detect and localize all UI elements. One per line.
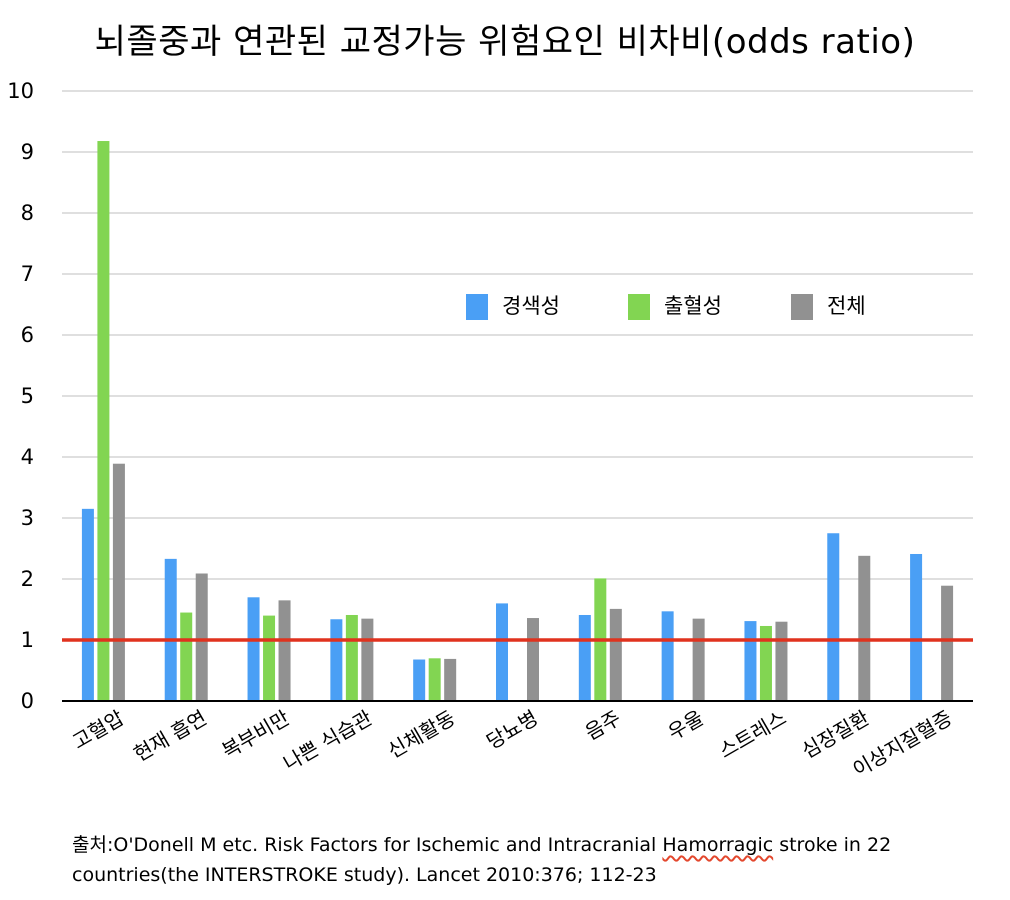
y-tick-label: 2 — [21, 567, 34, 591]
legend-label: 출혈성 — [664, 294, 722, 318]
source-text-suffix: stroke in 22 countries(the INTERSTROKE s… — [72, 834, 892, 886]
legend-swatch — [791, 294, 813, 320]
bar — [81, 508, 94, 701]
bar — [428, 658, 441, 701]
bar — [413, 659, 426, 701]
bar — [195, 573, 208, 701]
bar — [444, 658, 457, 701]
y-tick-label: 3 — [21, 506, 34, 530]
x-tick-label: 우울 — [664, 706, 708, 745]
bar — [345, 614, 358, 701]
bar — [164, 558, 177, 701]
x-tick-label: 스트레스 — [715, 706, 791, 764]
bar — [263, 615, 276, 701]
bar — [827, 533, 840, 701]
y-tick-label: 6 — [21, 323, 34, 347]
x-tick-label: 현재 흡연 — [129, 706, 210, 767]
legend-swatch — [628, 294, 650, 320]
bar — [578, 614, 591, 701]
bar — [496, 603, 508, 701]
bar — [910, 553, 923, 701]
spellcheck-flagged-word: Hamorragic — [662, 834, 774, 856]
source-note: 출처:O'Donell M etc. Risk Factors for Isch… — [72, 830, 982, 890]
bar — [692, 618, 705, 701]
legend-swatch — [466, 294, 488, 320]
x-tick-label: 나쁜 식습관 — [279, 706, 376, 776]
legend-label: 경색성 — [502, 294, 560, 318]
y-axis-tick-labels: 0 1 2 3 4 5 6 7 8 9 10 — [7, 79, 34, 713]
chart-title: 뇌졸중과 연관된 교정가능 위험요인 비차비(odds ratio) — [94, 22, 916, 62]
bars — [81, 141, 954, 701]
y-tick-label: 10 — [7, 79, 34, 103]
bar — [661, 611, 674, 701]
y-tick-label: 1 — [21, 628, 34, 652]
bar — [180, 612, 193, 701]
bar — [941, 585, 954, 701]
bar — [775, 621, 788, 701]
y-tick-label: 7 — [21, 262, 34, 286]
gridlines — [62, 90, 973, 641]
bar — [609, 608, 622, 701]
x-tick-label: 신체활동 — [383, 706, 459, 764]
y-tick-label: 4 — [21, 445, 34, 469]
x-tick-label: 음주 — [581, 706, 625, 745]
bar — [247, 597, 260, 701]
bar — [527, 618, 539, 701]
y-tick-label: 8 — [21, 201, 34, 225]
y-tick-label: 9 — [21, 140, 34, 164]
bar — [858, 555, 871, 701]
legend: 경색성 출혈성 전체 — [466, 294, 866, 320]
bar — [361, 618, 374, 701]
bar — [744, 621, 757, 701]
legend-label: 전체 — [827, 294, 866, 318]
bar — [330, 619, 343, 701]
x-tick-label: 당뇨병 — [482, 706, 542, 754]
bar — [112, 463, 125, 701]
y-tick-label: 5 — [21, 384, 34, 408]
bar — [278, 600, 291, 701]
y-tick-label: 0 — [21, 689, 34, 713]
bar — [97, 141, 110, 701]
source-text-prefix: 출처:O'Donell M etc. Risk Factors for Isch… — [72, 834, 663, 856]
x-tick-label: 고혈압 — [68, 706, 128, 754]
bar — [759, 625, 772, 701]
